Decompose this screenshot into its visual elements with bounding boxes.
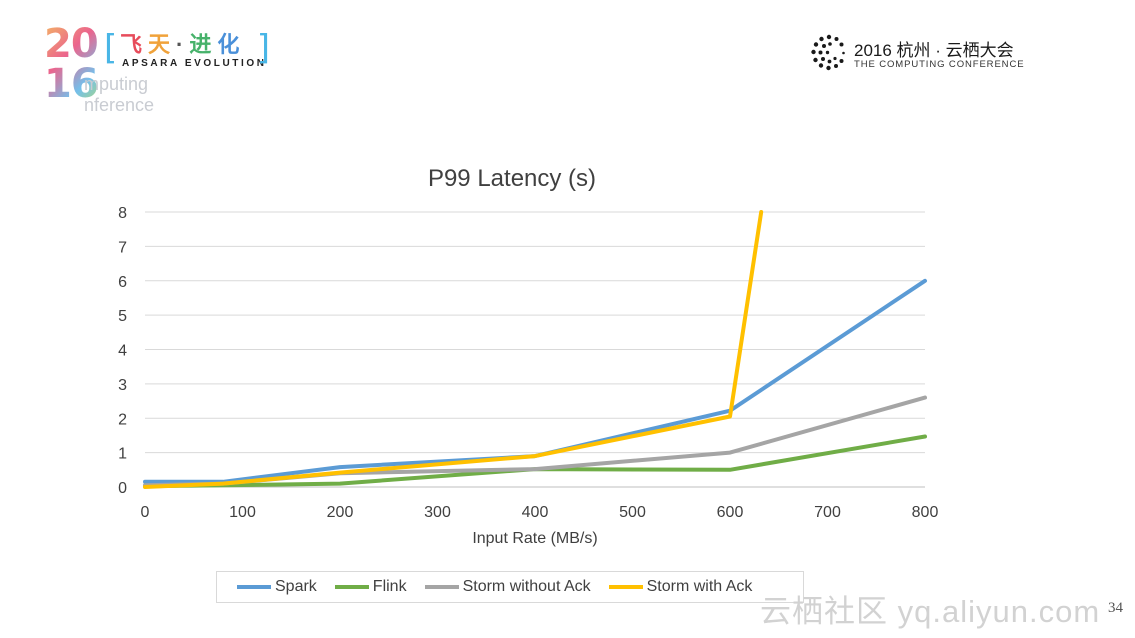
cn-char: 天: [148, 32, 177, 57]
legend-item-storm-without-ack: Storm without Ack: [424, 578, 591, 596]
y-tick-label: 0: [118, 480, 127, 497]
watermark: 云栖社区 yq.aliyun.com: [760, 594, 1101, 629]
chart-series: [143, 210, 927, 489]
apsara-cn-title: 飞天·进化: [120, 33, 245, 57]
yunqi-logo-title: 2016 杭州 · 云栖大会: [854, 41, 1014, 60]
cn-char: 化: [217, 32, 246, 57]
logo-subtext-line1: mputing: [84, 74, 149, 94]
x-tick-label: 500: [619, 504, 646, 521]
chart-title: P99 Latency (s): [428, 165, 596, 192]
series-line-spark: [143, 278, 927, 484]
x-axis-ticks: 0 100 200 300 400 500 600 700 800: [141, 504, 939, 521]
x-tick-label: 800: [912, 504, 939, 521]
y-tick-label: 7: [118, 239, 127, 256]
yunqi-logo-subtitle: THE COMPUTING CONFERENCE: [854, 59, 1025, 70]
x-tick-label: 300: [424, 504, 451, 521]
apsara-title-block: [ 飞天·进化 APSARA EVOLUTION ]: [104, 28, 270, 69]
legend-item-flink: Flink: [334, 578, 407, 596]
logo-subtext: mputing nference: [84, 74, 154, 116]
yunqi-logo: 2016 杭州 · 云栖大会 THE COMPUTING CONFERENCE: [810, 34, 1025, 74]
x-tick-label: 700: [814, 504, 841, 521]
legend-label: Storm without Ack: [462, 578, 591, 595]
x-tick-label: 400: [522, 504, 549, 521]
legend-label: Spark: [275, 578, 317, 595]
bracket-left: [: [104, 28, 118, 68]
x-axis-label: Input Rate (MB/s): [472, 530, 597, 547]
y-tick-label: 2: [118, 411, 127, 428]
legend-item-storm-with-ack: Storm with Ack: [608, 578, 753, 596]
x-tick-label: 100: [229, 504, 256, 521]
legend-label: Storm with Ack: [646, 578, 753, 595]
cn-char: 飞: [120, 32, 149, 57]
y-tick-label: 4: [118, 343, 127, 360]
y-tick-label: 6: [118, 274, 127, 291]
legend-swatch: [334, 585, 369, 589]
y-tick-label: 8: [118, 205, 127, 222]
legend-label: Flink: [372, 578, 407, 595]
legend-swatch: [608, 585, 643, 589]
bracket-right: ]: [256, 28, 270, 68]
chart-gridlines: [145, 211, 925, 488]
x-tick-label: 200: [327, 504, 354, 521]
yunqi-emblem-icon: [811, 34, 845, 71]
apsara-en-subtitle: APSARA EVOLUTION: [122, 58, 267, 69]
series-line-storm-without-ack: [143, 395, 927, 488]
page-number: 34: [1108, 600, 1123, 616]
legend-item-spark: Spark: [237, 578, 317, 596]
y-tick-label: 3: [118, 377, 127, 394]
cn-char: ·: [176, 32, 190, 57]
chart-legend: Spark Flink Storm without Ack Storm with Ac…: [216, 571, 804, 603]
logo-subtext-line2: nference: [84, 95, 155, 115]
series-line-storm-with-ack: [143, 210, 764, 489]
x-tick-label: 0: [141, 504, 150, 521]
y-tick-label: 5: [118, 308, 127, 325]
y-axis-ticks: 0 1 2 3 4 5 6 7 8: [118, 205, 127, 497]
legend-swatch: [237, 585, 271, 589]
conference-logo: 20 16 mputing nference [ 飞天·进化 APSARA EV…: [44, 24, 284, 119]
y-tick-label: 1: [118, 446, 127, 463]
cn-char: 进: [189, 32, 218, 57]
legend-swatch: [424, 585, 459, 589]
x-tick-label: 600: [717, 504, 744, 521]
